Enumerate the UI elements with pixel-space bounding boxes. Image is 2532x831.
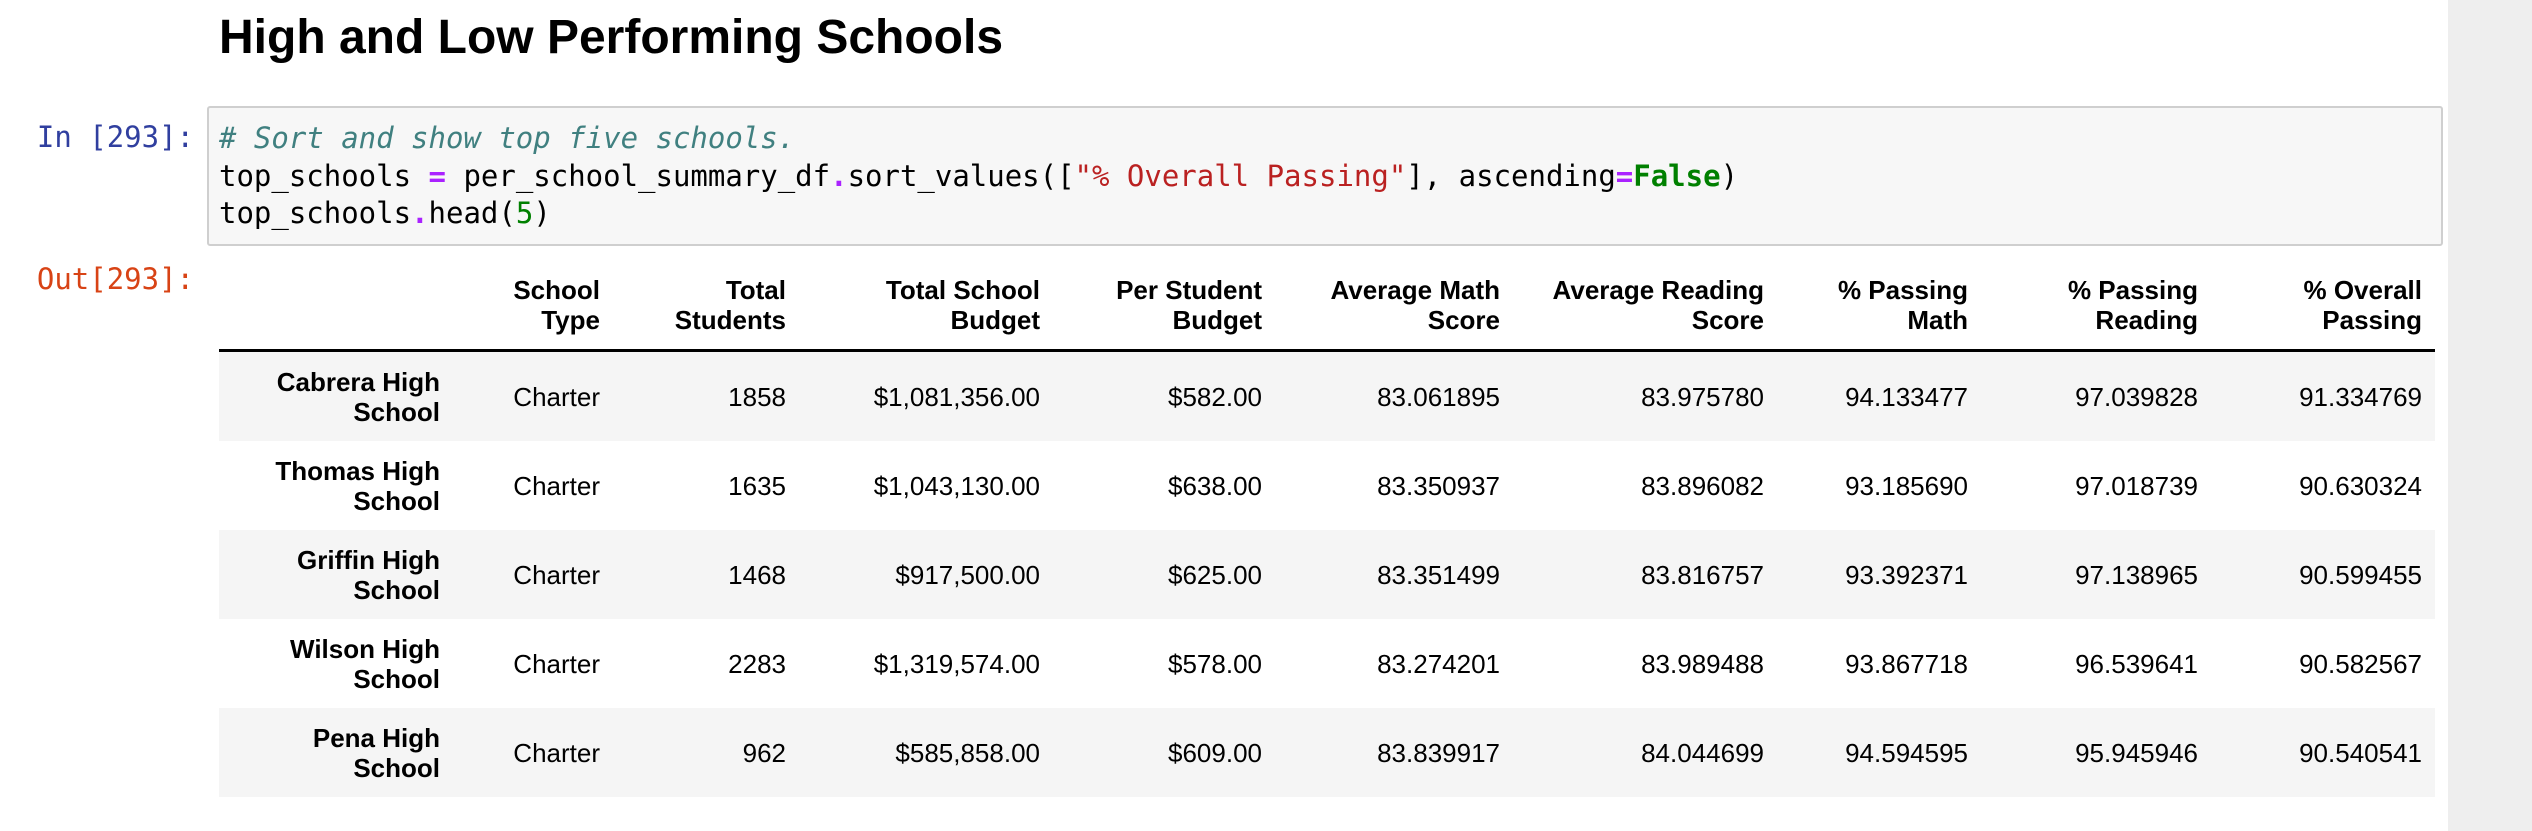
table-cell: 91.334769 bbox=[2299, 381, 2422, 412]
column-header-total-students: Total Students bbox=[613, 265, 799, 352]
table-cell: 84.044699 bbox=[1641, 737, 1764, 768]
table-row: Wilson High School Charter 2283 $1,319,574.… bbox=[219, 619, 2435, 708]
table-cell: 1635 bbox=[728, 470, 786, 501]
code-cell-editor[interactable]: # Sort and show top five schools. top_sc… bbox=[207, 106, 2443, 246]
input-prompt: In [293]: bbox=[36, 120, 194, 154]
table-cell: $917,500.00 bbox=[895, 559, 1040, 590]
table-cell: 90.540541 bbox=[2299, 737, 2422, 768]
section-heading: High and Low Performing Schools bbox=[219, 11, 1004, 64]
code-line: top_schools = per_school_summary_df.sort… bbox=[219, 158, 2441, 196]
table-header-row: School Type Total Students Total School … bbox=[219, 265, 2435, 352]
code-token: . bbox=[830, 158, 848, 193]
table-cell: 83.350937 bbox=[1377, 470, 1500, 501]
code-token: per_school_summary_df bbox=[445, 158, 831, 193]
code-token: = bbox=[428, 158, 446, 193]
table-cell: 1468 bbox=[728, 559, 786, 590]
table-row: Thomas High School Charter 1635 $1,043,130.… bbox=[219, 441, 2435, 530]
table-cell: Charter bbox=[513, 559, 600, 590]
table-cell: 83.061895 bbox=[1377, 381, 1500, 412]
column-header-school-type: School Type bbox=[453, 265, 613, 352]
code-token: False bbox=[1633, 158, 1721, 193]
table-cell: $578.00 bbox=[1168, 648, 1262, 679]
table-cell: 94.133477 bbox=[1845, 381, 1968, 412]
row-index-label: Thomas High School bbox=[275, 455, 440, 516]
table-cell: 83.896082 bbox=[1641, 470, 1764, 501]
code-line: top_schools.head(5) bbox=[219, 195, 2441, 233]
table-cell: 962 bbox=[742, 737, 786, 768]
table-cell: 93.867718 bbox=[1845, 648, 1968, 679]
table-cell: Charter bbox=[513, 470, 600, 501]
table-cell: $585,858.00 bbox=[895, 737, 1040, 768]
table-cell: 83.839917 bbox=[1377, 737, 1500, 768]
table-cell: 83.274201 bbox=[1377, 648, 1500, 679]
table-cell: $1,043,130.00 bbox=[873, 470, 1040, 501]
column-header-overall-passing: % Overall Passing bbox=[2211, 265, 2435, 352]
dataframe-table: School Type Total Students Total School … bbox=[219, 265, 2435, 797]
column-header-per-student-budget: Per Student Budget bbox=[1053, 265, 1275, 352]
table-cell: $638.00 bbox=[1168, 470, 1262, 501]
code-token: ) bbox=[533, 196, 551, 230]
table-row: Pena High School Charter 962 $585,858.00 $60… bbox=[219, 708, 2435, 797]
table-cell: Charter bbox=[513, 737, 600, 768]
table-cell: Charter bbox=[513, 381, 600, 412]
code-line: # Sort and show top five schools. bbox=[219, 120, 2441, 158]
code-token: head( bbox=[428, 196, 516, 230]
code-token: ], ascending bbox=[1406, 158, 1616, 193]
table-cell: $582.00 bbox=[1168, 381, 1262, 412]
table-cell: 1858 bbox=[728, 381, 786, 412]
code-token: top_schools bbox=[219, 196, 412, 230]
table-cell: Charter bbox=[513, 648, 600, 679]
table-cell: 2283 bbox=[728, 648, 786, 679]
table-cell: 96.539641 bbox=[2075, 648, 2198, 679]
page-margin bbox=[2448, 0, 2532, 831]
table-cell: 93.185690 bbox=[1845, 470, 1968, 501]
table-cell: 90.630324 bbox=[2299, 470, 2422, 501]
table-row: Cabrera High School Charter 1858 $1,081,356… bbox=[219, 350, 2435, 441]
column-header-average-math-score: Average Math Score bbox=[1275, 265, 1513, 352]
table-cell: $1,081,356.00 bbox=[873, 381, 1040, 412]
column-header-passing-math: % Passing Math bbox=[1777, 265, 1981, 352]
table-cell: 83.989488 bbox=[1641, 648, 1764, 679]
column-header-index bbox=[219, 265, 453, 352]
table-cell: $1,319,574.00 bbox=[873, 648, 1040, 679]
table-cell: 97.039828 bbox=[2075, 381, 2198, 412]
code-token: ) bbox=[1720, 158, 1739, 193]
code-token: = bbox=[1615, 158, 1634, 193]
code-token: 5 bbox=[515, 196, 534, 230]
table-cell: 97.018739 bbox=[2075, 470, 2198, 501]
table-cell: 90.599455 bbox=[2299, 559, 2422, 590]
row-index-label: Wilson High School bbox=[290, 633, 440, 694]
table-cell: $625.00 bbox=[1168, 559, 1262, 590]
row-index-label: Cabrera High School bbox=[276, 366, 440, 427]
table-cell: $609.00 bbox=[1168, 737, 1262, 768]
table-cell: 97.138965 bbox=[2075, 559, 2198, 590]
column-header-passing-reading: % Passing Reading bbox=[1981, 265, 2211, 352]
code-token: sort_values([ bbox=[847, 158, 1075, 193]
table-cell: 83.816757 bbox=[1641, 559, 1764, 590]
table-row: Griffin High School Charter 1468 $917,500.0… bbox=[219, 530, 2435, 619]
table-cell: 90.582567 bbox=[2299, 648, 2422, 679]
output-prompt: Out[293]: bbox=[36, 262, 194, 296]
code-token: top_schools bbox=[219, 158, 429, 193]
code-token: # Sort and show top five schools. bbox=[219, 121, 796, 155]
row-index-label: Pena High School bbox=[312, 722, 440, 783]
code-token: "% Overall Passing" bbox=[1074, 158, 1407, 193]
table-cell: 83.975780 bbox=[1641, 381, 1764, 412]
column-header-total-school-budget: Total School Budget bbox=[799, 265, 1053, 352]
column-header-average-reading-score: Average Reading Score bbox=[1513, 265, 1777, 352]
table-cell: 83.351499 bbox=[1377, 559, 1500, 590]
table-cell: 95.945946 bbox=[2075, 737, 2198, 768]
notebook-page: High and Low Performing Schools In [293]… bbox=[0, 0, 2448, 831]
output-area: School Type Total Students Total School … bbox=[219, 265, 2435, 797]
table-cell: 93.392371 bbox=[1845, 559, 1968, 590]
code-token: . bbox=[411, 196, 429, 230]
table-body: Cabrera High School Charter 1858 $1,081,356… bbox=[219, 350, 2435, 797]
row-index-label: Griffin High School bbox=[297, 544, 440, 605]
table-cell: 94.594595 bbox=[1845, 737, 1968, 768]
